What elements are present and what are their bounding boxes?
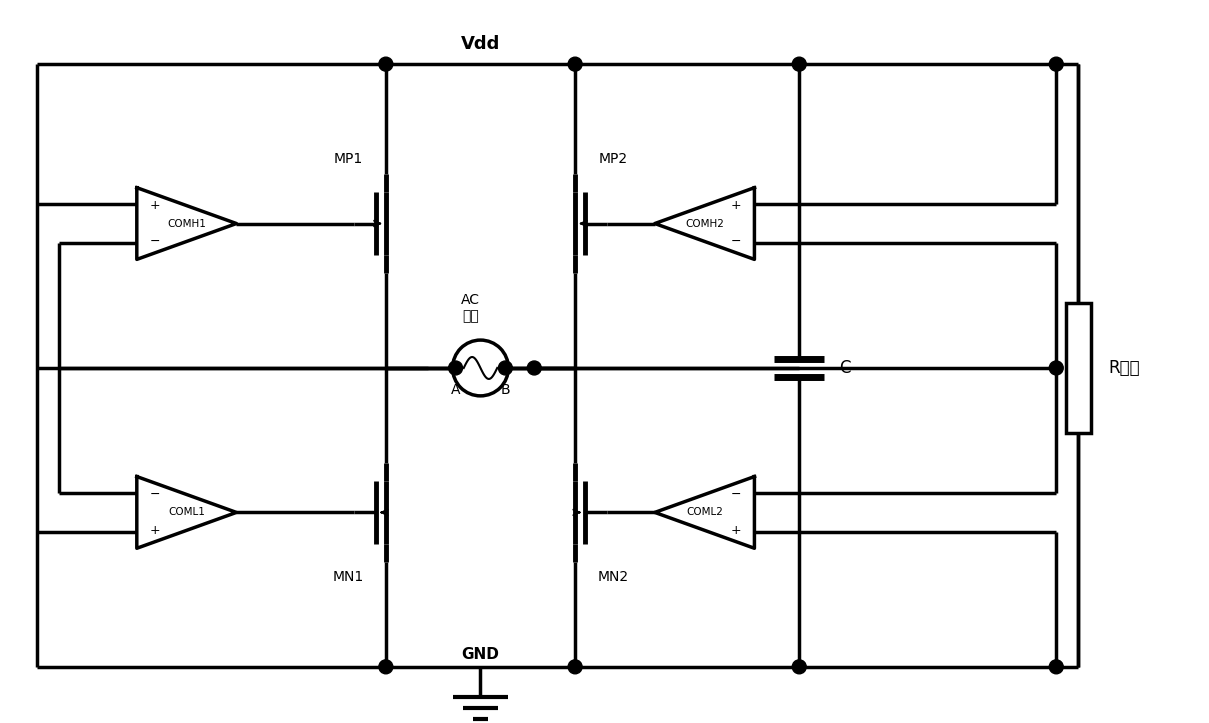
Text: COMH1: COMH1: [167, 218, 206, 228]
Text: MN1: MN1: [332, 570, 364, 584]
Text: −: −: [150, 235, 161, 248]
Circle shape: [527, 361, 542, 375]
Circle shape: [1049, 660, 1063, 674]
Text: COML2: COML2: [687, 508, 723, 518]
Text: −: −: [731, 488, 741, 501]
Text: A: A: [451, 383, 461, 397]
Circle shape: [378, 57, 393, 71]
Bar: [1065, 303, 1091, 433]
Text: MN2: MN2: [597, 570, 629, 584]
Circle shape: [792, 660, 806, 674]
Circle shape: [378, 660, 393, 674]
Text: MP2: MP2: [598, 152, 627, 166]
Text: COML1: COML1: [168, 508, 206, 518]
Text: MP1: MP1: [334, 152, 363, 166]
Text: B: B: [501, 383, 510, 397]
Text: C: C: [839, 359, 851, 377]
Circle shape: [792, 57, 806, 71]
Circle shape: [449, 361, 463, 375]
Text: COMH2: COMH2: [686, 218, 724, 228]
Circle shape: [568, 660, 582, 674]
Text: −: −: [731, 235, 741, 248]
Text: Vdd: Vdd: [461, 35, 501, 54]
Circle shape: [568, 57, 582, 71]
Text: +: +: [150, 524, 161, 537]
Text: −: −: [150, 488, 161, 501]
Text: R负载: R负载: [1109, 359, 1140, 377]
Circle shape: [498, 361, 513, 375]
Text: AC
输入: AC 输入: [461, 293, 480, 323]
Text: +: +: [150, 199, 161, 212]
Circle shape: [1049, 361, 1063, 375]
Text: GND: GND: [462, 647, 499, 662]
Text: +: +: [731, 524, 741, 537]
Text: +: +: [731, 199, 741, 212]
Circle shape: [1049, 57, 1063, 71]
